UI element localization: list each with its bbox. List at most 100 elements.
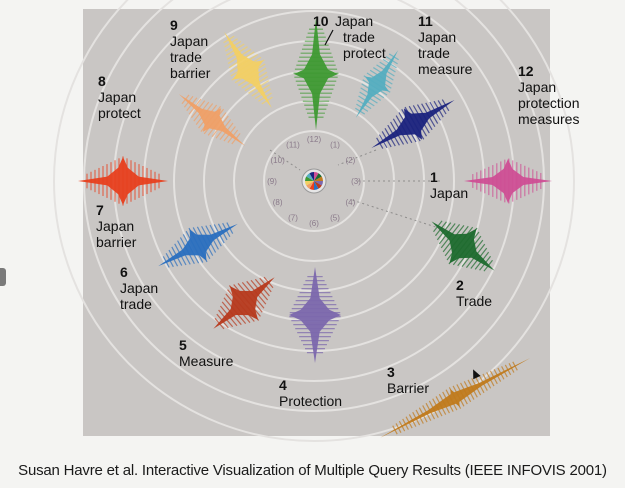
blob-spike [234, 63, 266, 84]
side-scroll-tab[interactable] [0, 268, 6, 286]
query-term: Protection [279, 393, 342, 409]
result-blob-1[interactable] [464, 158, 552, 204]
blob-spike [379, 61, 396, 73]
blob-spike [228, 285, 260, 321]
blob-spike [504, 364, 512, 376]
blob-spike [209, 224, 222, 247]
blob-spike [355, 107, 366, 115]
blob-spike [174, 243, 187, 266]
blob-spike [226, 222, 234, 234]
hub-label: (5) [330, 213, 340, 222]
blob-spike [168, 249, 179, 267]
blob-shape [464, 159, 552, 203]
result-blob-8[interactable] [169, 82, 255, 159]
query-number: 9 [170, 17, 178, 33]
blob-spike [366, 72, 392, 89]
blob-spike [385, 56, 398, 65]
hub-label: (12) [307, 135, 322, 144]
result-blob-2[interactable] [417, 203, 508, 288]
blob-spike [238, 67, 267, 86]
blob-spike [192, 227, 211, 260]
blob-spike [231, 59, 265, 81]
hub-label: (7) [288, 213, 298, 222]
blob-spike [436, 222, 452, 241]
blob-spike [254, 278, 270, 297]
result-blob-10[interactable] [293, 18, 339, 130]
query-number: 11 [418, 13, 433, 29]
blob-spike [512, 361, 518, 371]
result-blob-12[interactable] [362, 84, 464, 164]
query-term: Japan [518, 79, 556, 95]
blob-spike [251, 84, 270, 97]
query-term: protect [98, 105, 141, 121]
hub-label: (8) [273, 198, 283, 207]
blob-spike [448, 227, 478, 265]
query-result-visualization: (1)(2)(3)(4)(5)(6)(7)(8)(9)(10)(11)(12) … [53, 0, 579, 448]
hub-wedge-11 [306, 173, 314, 181]
blob-spike [182, 234, 200, 264]
blob-spike [482, 373, 492, 389]
blob-spike [404, 106, 425, 140]
blob-spike [390, 121, 405, 145]
blob-spike [412, 411, 421, 426]
result-blob-11[interactable] [343, 42, 412, 126]
blob-spike [196, 226, 214, 256]
blob-spike [456, 384, 468, 405]
blob-spike [207, 112, 227, 136]
blob-spike [461, 239, 484, 268]
result-blob-5[interactable] [199, 260, 290, 346]
blob-spike [201, 225, 217, 253]
blob-spike [452, 385, 465, 407]
blob-spike [198, 104, 218, 129]
blob-spike [241, 281, 265, 309]
blob-spike [483, 259, 493, 272]
hub-wedge-3 [314, 176, 323, 181]
blob-shape [371, 100, 455, 148]
result-blob-9[interactable] [208, 22, 288, 119]
result-blob-6[interactable] [149, 207, 246, 283]
query-term: Trade [456, 293, 492, 309]
blob-spike [186, 97, 198, 112]
blob-spike [216, 313, 229, 329]
result-blob-4[interactable] [289, 267, 341, 363]
slide-caption: Susan Havre et al. Interactive Visualiza… [18, 462, 607, 479]
blob-spike [493, 369, 502, 382]
query-term: protection [518, 95, 579, 111]
blob-spike [215, 119, 232, 139]
blob-spike [200, 106, 222, 132]
query-term: trade [418, 45, 450, 61]
blob-spike [463, 381, 475, 400]
blob-spike [460, 382, 472, 403]
blob-spike [224, 38, 238, 48]
query-term: Japan [335, 13, 373, 29]
blob-spike [415, 409, 424, 424]
query-number: 5 [179, 337, 187, 353]
blob-spike [384, 127, 396, 147]
hub-label: (4) [345, 198, 355, 207]
blob-spike [233, 284, 261, 317]
blob-spike [360, 87, 381, 101]
hub-wedge-10 [305, 176, 314, 181]
blob-spike [435, 396, 447, 415]
blob-spike [183, 95, 194, 108]
blob-spike [362, 79, 388, 96]
blob-spike [248, 80, 270, 94]
result-blob-7[interactable] [78, 156, 168, 206]
result-blob-3[interactable] [374, 347, 535, 448]
blob-spike [193, 101, 210, 122]
blob-spike [219, 122, 234, 141]
query-number: 2 [456, 277, 464, 293]
blob-spike [244, 75, 269, 92]
blob-spike [479, 255, 492, 271]
result-blobs [78, 18, 552, 448]
blob-spike [474, 376, 485, 394]
blob-spike [219, 305, 238, 327]
